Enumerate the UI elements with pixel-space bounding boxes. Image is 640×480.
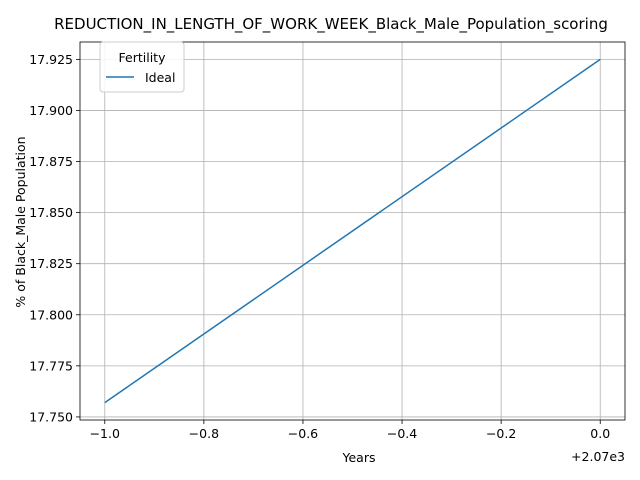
y-tick-label: 17.875: [29, 154, 73, 169]
y-tick-label: 17.900: [29, 103, 73, 118]
y-tick-label: 17.775: [29, 358, 73, 373]
x-axis-offset-label: +2.07e3: [571, 449, 625, 464]
y-axis-label: % of Black_Male Population: [13, 136, 28, 307]
x-tick-label: 0.0: [590, 426, 610, 441]
x-tick-label: −0.4: [387, 426, 417, 441]
series-line-ideal: [104, 58, 601, 404]
y-tick-label: 17.925: [29, 52, 73, 67]
x-axis-ticks: −1.0 −0.8 −0.6 −0.4 −0.2 0.0: [90, 420, 610, 441]
x-tick-label: −0.2: [486, 426, 516, 441]
y-tick-label: 17.750: [29, 409, 73, 424]
y-axis-ticks: 17.750 17.775 17.800 17.825 17.850 17.875 17.9…: [29, 52, 80, 424]
series-lines: [104, 58, 601, 404]
x-axis-label: Years: [342, 450, 376, 465]
x-tick-label: −0.8: [189, 426, 219, 441]
chart-title: REDUCTION_IN_LENGTH_OF_WORK_WEEK_Black_M…: [54, 15, 608, 34]
legend-label-ideal: Ideal: [145, 70, 175, 85]
x-tick-label: −0.6: [288, 426, 318, 441]
legend: Fertility Ideal: [99, 41, 185, 93]
y-tick-label: 17.850: [29, 205, 73, 220]
legend-box: [99, 41, 185, 93]
y-tick-label: 17.825: [29, 256, 73, 271]
x-tick-label: −1.0: [90, 426, 120, 441]
plot-area-frame: [79, 41, 626, 421]
grid-lines: [80, 42, 625, 420]
y-tick-label: 17.800: [29, 307, 73, 322]
legend-title: Fertility: [119, 50, 167, 65]
